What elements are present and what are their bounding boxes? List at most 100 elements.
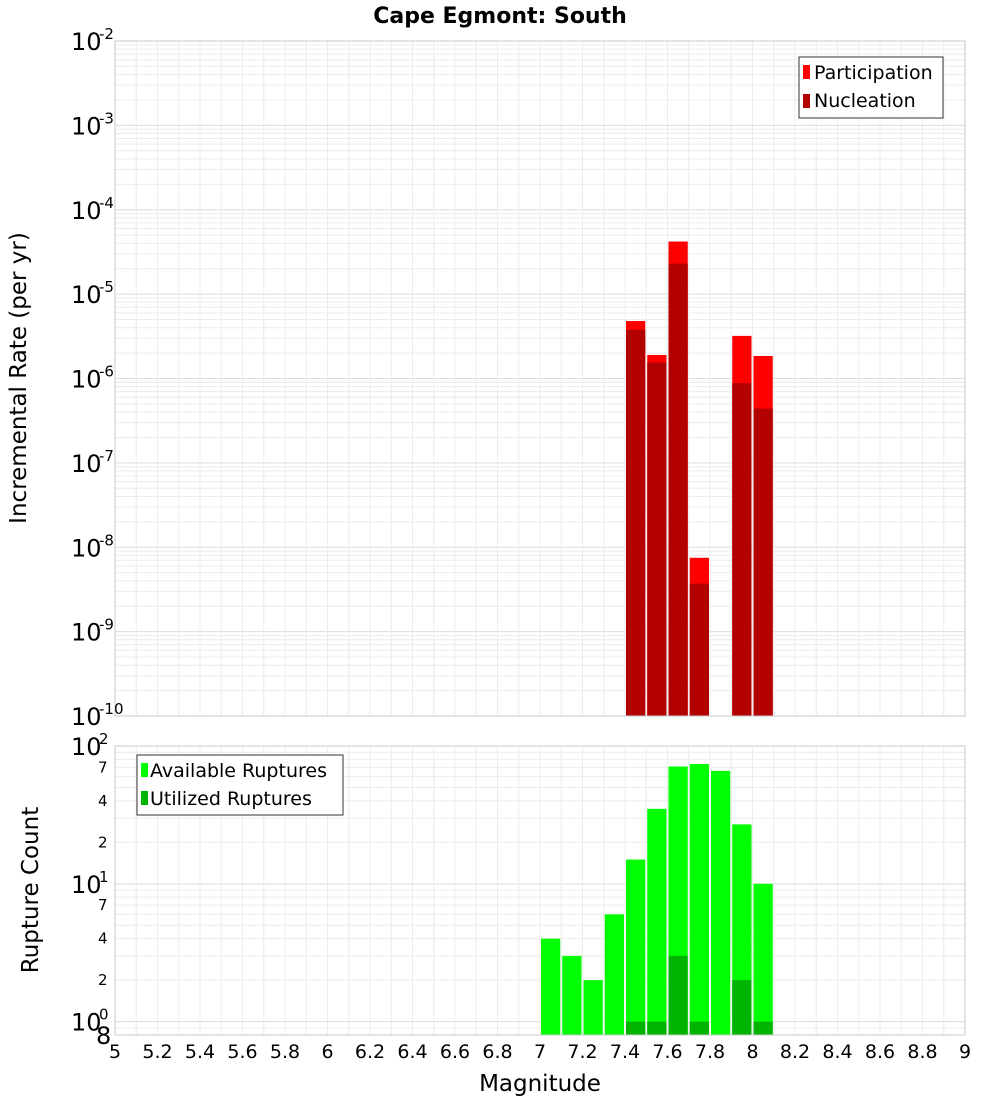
count-bars — [541, 764, 773, 1035]
available-bar — [604, 914, 624, 1035]
tick-exponent: 0 — [99, 1006, 109, 1024]
x-tick-label: 6 — [321, 1041, 333, 1063]
utilized-bar — [668, 955, 688, 1035]
legend-swatch-participation — [803, 65, 810, 79]
legend-label-available: Available Ruptures — [150, 760, 327, 782]
tick-base: 10 — [71, 281, 102, 309]
utilized-bar — [732, 980, 752, 1035]
utilized-bar — [647, 1021, 667, 1035]
tick-base: 10 — [71, 112, 102, 140]
count-minor-tick-label: 4 — [98, 930, 108, 948]
available-bar — [626, 859, 646, 1035]
available-bar — [583, 980, 603, 1035]
x-tick-label: 8.4 — [822, 1041, 852, 1063]
rate-y-tick-label: 10-5 — [71, 278, 114, 309]
rate-plot-border — [114, 40, 966, 717]
x-tick-label: 9 — [959, 1041, 971, 1063]
tick-exponent: -2 — [99, 25, 114, 43]
tick-base: 10 — [71, 197, 102, 225]
count-y-tick-label: 101 — [71, 868, 109, 899]
available-bar — [753, 883, 773, 1035]
legend-label-nucleation: Nucleation — [814, 90, 916, 112]
count-minor-tick-label: 2 — [98, 833, 108, 851]
available-bar — [647, 808, 667, 1035]
utilized-bar — [626, 1021, 646, 1035]
nucleation-bar — [689, 583, 709, 716]
rate-y-tick-label: 10-2 — [71, 25, 114, 56]
tick-base: 10 — [71, 871, 102, 899]
utilized-bar — [689, 1021, 709, 1035]
rate-y-tick-label: 10-8 — [71, 531, 114, 562]
nucleation-bar — [647, 362, 667, 716]
count-minor-tick-label: 4 — [98, 792, 108, 810]
tick-exponent: -5 — [99, 278, 114, 296]
legend-swatch-nucleation — [803, 94, 810, 108]
tick-base: 10 — [71, 450, 102, 478]
count-y-axis-label: Rupture Count — [18, 807, 44, 973]
count-plot-border — [114, 745, 966, 1036]
x-tick-label: 8.6 — [865, 1041, 895, 1063]
tick-base: 10 — [71, 703, 102, 731]
available-bar — [711, 770, 731, 1035]
tick-exponent: -4 — [99, 194, 114, 212]
rate-y-ticks: 10-210-310-410-510-610-710-810-910-10 — [71, 25, 124, 731]
rate-y-tick-label: 10-9 — [71, 616, 114, 647]
rate-y-tick-label: 10-3 — [71, 109, 114, 140]
x-tick-label: 7.4 — [610, 1041, 640, 1063]
legend-label-utilized: Utilized Ruptures — [150, 788, 312, 810]
x-ticks: 5 5.2 5.4 5.6 5.8 6 6.2 6.4 6.6 6.8 7 7.2 7.4 7.6 7.8 8… — [109, 1041, 971, 1063]
x-tick-label: 8 — [746, 1041, 758, 1063]
tick-base: 10 — [71, 366, 102, 394]
tick-base: 10 — [71, 619, 102, 647]
tick-exponent: 1 — [99, 868, 109, 886]
tick-exponent: -3 — [99, 109, 114, 127]
nucleation-bar — [753, 408, 773, 716]
rate-bars — [626, 241, 773, 717]
legend-swatch-available — [141, 763, 148, 777]
tick-base: 10 — [71, 28, 102, 56]
x-tick-label: 7.6 — [652, 1041, 682, 1063]
tick-exponent: -9 — [99, 616, 114, 634]
rate-panel: 10-210-310-410-510-610-710-810-910-10 In… — [6, 25, 966, 731]
x-tick-label: 6.2 — [355, 1041, 385, 1063]
x-tick-label: 5.4 — [185, 1041, 215, 1063]
utilized-bar — [753, 1021, 773, 1035]
tick-exponent: -6 — [99, 363, 114, 381]
tick-exponent: -8 — [99, 531, 114, 549]
chart-title: Cape Egmont: South — [373, 4, 627, 29]
tick-base: 10 — [71, 1009, 102, 1037]
rate-y-tick-label: 10-7 — [71, 447, 114, 478]
x-tick-label: 5.8 — [270, 1041, 300, 1063]
tick-base: 10 — [71, 534, 102, 562]
available-bar — [689, 764, 709, 1035]
available-bar — [562, 955, 582, 1035]
x-tick-label: 7.2 — [567, 1041, 597, 1063]
x-axis-label: Magnitude — [479, 1071, 601, 1097]
rate-grid — [114, 41, 966, 717]
count-minor-tick-label: 7 — [98, 758, 108, 776]
tick-exponent: -10 — [99, 700, 124, 718]
nucleation-bar — [732, 383, 752, 716]
count-y-tick-label: 100 — [71, 1006, 109, 1037]
x-tick-label: 6.6 — [440, 1041, 470, 1063]
rate-y-axis-label: Incremental Rate (per yr) — [6, 232, 32, 524]
rate-y-tick-label: 10-10 — [71, 700, 124, 731]
count-minor-tick-label: 7 — [98, 896, 108, 914]
rate-legend: Participation Nucleation — [798, 56, 944, 119]
rate-y-tick-label: 10-4 — [71, 194, 114, 225]
tick-exponent: -7 — [99, 447, 114, 465]
count-y-tick-label: 102 — [71, 730, 109, 761]
legend-swatch-utilized — [141, 791, 148, 805]
count-legend: Available Ruptures Utilized Ruptures — [136, 754, 344, 816]
x-tick-label: 7.8 — [695, 1041, 725, 1063]
count-legend-box — [136, 754, 344, 816]
rate-y-tick-label: 10-6 — [71, 363, 114, 394]
x-tick-label: 7 — [534, 1041, 546, 1063]
x-tick-label: 8.8 — [907, 1041, 937, 1063]
count-minor-tick-label: 8 — [96, 1022, 111, 1050]
legend-label-participation: Participation — [814, 62, 933, 84]
x-tick-label: 8.2 — [780, 1041, 810, 1063]
